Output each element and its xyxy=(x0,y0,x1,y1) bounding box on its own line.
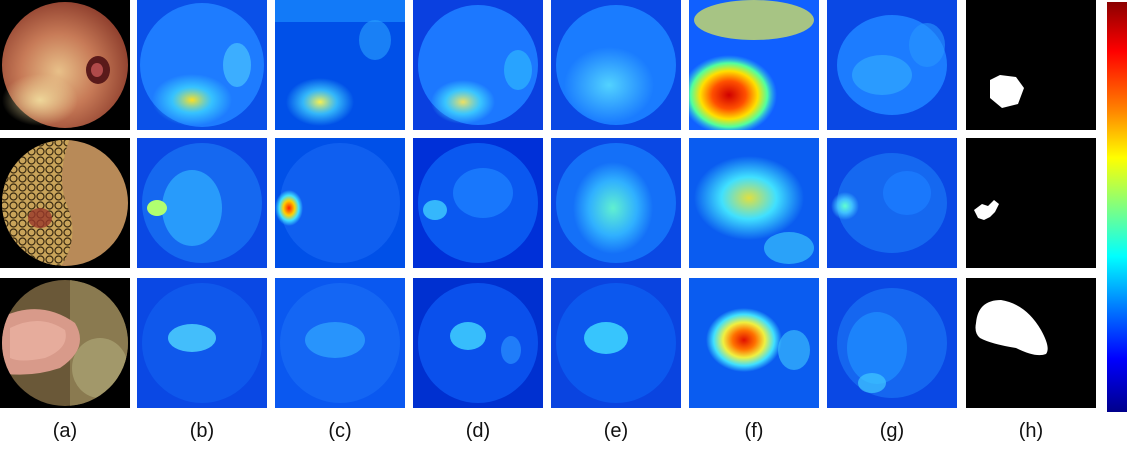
heatmap-d-row1 xyxy=(413,0,543,130)
heatmap-e-row3 xyxy=(551,278,681,408)
heatmap-f-row2 xyxy=(689,138,819,268)
mask-row1 xyxy=(966,0,1096,130)
heatmap-g-row2 xyxy=(827,138,957,268)
heatmap-f-row3 xyxy=(689,278,819,408)
heatmap-c-row2 xyxy=(275,138,405,268)
heatmap-b-row1 xyxy=(137,0,267,130)
column-label-h: (h) xyxy=(1018,420,1044,442)
mask-row3 xyxy=(966,278,1096,408)
column-label-d: (d) xyxy=(465,420,491,442)
heatmap-g-row1 xyxy=(827,0,957,130)
column-label-b: (b) xyxy=(189,420,215,442)
column-label-g: (g) xyxy=(879,420,905,442)
mask-row2 xyxy=(966,138,1096,268)
heatmap-g-row3 xyxy=(827,278,957,408)
heatmap-f-row1 xyxy=(689,0,819,130)
colorbar xyxy=(1107,2,1127,412)
heatmap-e-row1 xyxy=(551,0,681,130)
column-label-e: (e) xyxy=(603,420,629,442)
endoscopy-image-row1 xyxy=(0,0,130,130)
figure-grid xyxy=(0,0,1096,408)
heatmap-d-row2 xyxy=(413,138,543,268)
column-label-c: (c) xyxy=(328,420,352,442)
heatmap-c-row1 xyxy=(275,0,405,130)
column-label-a: (a) xyxy=(52,420,78,442)
column-label-f: (f) xyxy=(744,420,764,442)
endoscopy-image-row2 xyxy=(0,138,130,268)
heatmap-c-row3 xyxy=(275,278,405,408)
heatmap-d-row3 xyxy=(413,278,543,408)
heatmap-e-row2 xyxy=(551,138,681,268)
heatmap-b-row3 xyxy=(137,278,267,408)
heatmap-b-row2 xyxy=(137,138,267,268)
endoscopy-image-row3 xyxy=(0,278,130,408)
